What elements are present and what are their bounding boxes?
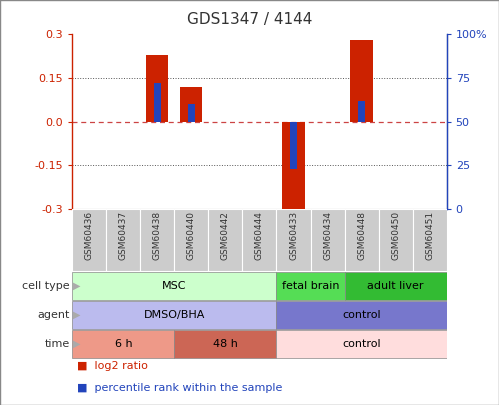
Text: ▶: ▶ xyxy=(73,339,81,349)
Bar xyxy=(243,209,276,271)
Text: ■  percentile rank within the sample: ■ percentile rank within the sample xyxy=(77,383,283,393)
Text: GSM60433: GSM60433 xyxy=(289,211,298,260)
Bar xyxy=(146,55,169,122)
Bar xyxy=(276,272,344,300)
Text: adult liver: adult liver xyxy=(367,281,424,291)
Text: ■  log2 ratio: ■ log2 ratio xyxy=(77,361,148,371)
Bar xyxy=(72,272,276,300)
Text: 6 h: 6 h xyxy=(115,339,132,349)
Bar xyxy=(358,100,365,122)
Bar xyxy=(209,209,243,271)
Bar xyxy=(344,272,447,300)
Bar xyxy=(379,209,413,271)
Text: agent: agent xyxy=(37,310,70,320)
Text: GSM60434: GSM60434 xyxy=(323,211,332,260)
Bar xyxy=(290,122,297,168)
Bar xyxy=(276,330,447,358)
Text: 48 h: 48 h xyxy=(213,339,238,349)
Bar xyxy=(276,209,310,271)
Bar xyxy=(344,209,379,271)
Text: control: control xyxy=(342,339,381,349)
Bar xyxy=(154,83,161,122)
Text: time: time xyxy=(44,339,70,349)
Text: GSM60442: GSM60442 xyxy=(221,211,230,260)
Bar xyxy=(175,209,209,271)
Bar xyxy=(276,301,447,329)
Bar xyxy=(72,301,276,329)
Bar xyxy=(413,209,447,271)
Bar xyxy=(72,330,175,358)
Text: GSM60437: GSM60437 xyxy=(119,211,128,260)
Bar xyxy=(350,40,373,121)
Text: GSM60448: GSM60448 xyxy=(357,211,366,260)
Text: DMSO/BHA: DMSO/BHA xyxy=(144,310,205,320)
Bar xyxy=(140,209,175,271)
Text: GSM60440: GSM60440 xyxy=(187,211,196,260)
Bar xyxy=(106,209,140,271)
Text: control: control xyxy=(342,310,381,320)
Text: GSM60451: GSM60451 xyxy=(425,211,434,260)
Bar xyxy=(72,209,106,271)
Text: cell type: cell type xyxy=(22,281,70,291)
Bar xyxy=(175,330,276,358)
Text: GDS1347 / 4144: GDS1347 / 4144 xyxy=(187,12,312,27)
Text: GSM60450: GSM60450 xyxy=(391,211,400,260)
Text: GSM60444: GSM60444 xyxy=(255,211,264,260)
Bar xyxy=(282,122,304,211)
Text: GSM60436: GSM60436 xyxy=(85,211,94,260)
Bar xyxy=(310,209,344,271)
Text: MSC: MSC xyxy=(162,281,187,291)
Bar xyxy=(180,87,203,122)
Text: GSM60438: GSM60438 xyxy=(153,211,162,260)
Bar xyxy=(188,104,195,122)
Text: fetal brain: fetal brain xyxy=(282,281,339,291)
Text: ▶: ▶ xyxy=(73,310,81,320)
Text: ▶: ▶ xyxy=(73,281,81,291)
